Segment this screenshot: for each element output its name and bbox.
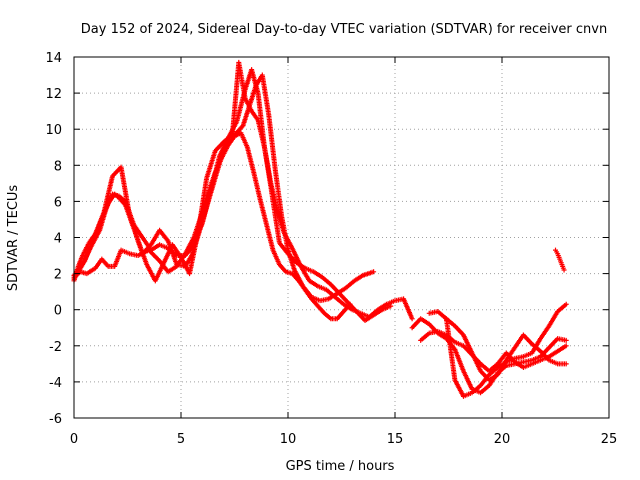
series-track-8: [426, 301, 569, 399]
x-tick-labels: 0 5 10 15 20 25: [70, 432, 617, 447]
y-tick-label: 2: [54, 268, 62, 283]
y-tick-label: 10: [45, 123, 62, 138]
x-tick-label: 10: [280, 432, 297, 447]
y-tick-label: -6: [49, 412, 62, 427]
x-tick-label: 25: [601, 432, 618, 447]
x-axis-label: GPS time / hours: [286, 459, 395, 474]
y-axis-label: SDTVAR / TECUs: [6, 185, 21, 292]
data-point-markers: [553, 247, 567, 273]
axis-ticks: [73, 56, 610, 419]
x-tick-label: 15: [387, 432, 404, 447]
data-point-markers: [71, 67, 415, 322]
x-tick-label: 5: [177, 432, 185, 447]
series-track-3: [71, 67, 415, 322]
data-point-markers: [426, 301, 569, 399]
data-point-markers: [71, 72, 377, 304]
y-tick-label: 4: [54, 232, 62, 247]
series-track-9: [553, 247, 567, 273]
y-tick-label: 6: [54, 195, 62, 210]
y-tick-label: 8: [54, 159, 62, 174]
data-markers: [71, 59, 569, 399]
y-tick-label: 0: [54, 304, 62, 319]
y-tick-label: 14: [45, 51, 62, 66]
data-point-markers: [71, 59, 394, 324]
y-tick-labels: -6 -4 -2 0 2 4 6 8 10 12 14: [45, 51, 62, 427]
x-tick-label: 20: [494, 432, 511, 447]
series-track-4: [71, 59, 394, 324]
chart-title: Day 152 of 2024, Sidereal Day-to-day VTE…: [81, 22, 607, 37]
x-tick-label: 0: [70, 432, 78, 447]
y-tick-label: -4: [49, 376, 62, 391]
series-track-2: [71, 72, 377, 304]
y-tick-label: 12: [45, 87, 62, 102]
y-tick-label: -2: [49, 340, 62, 355]
